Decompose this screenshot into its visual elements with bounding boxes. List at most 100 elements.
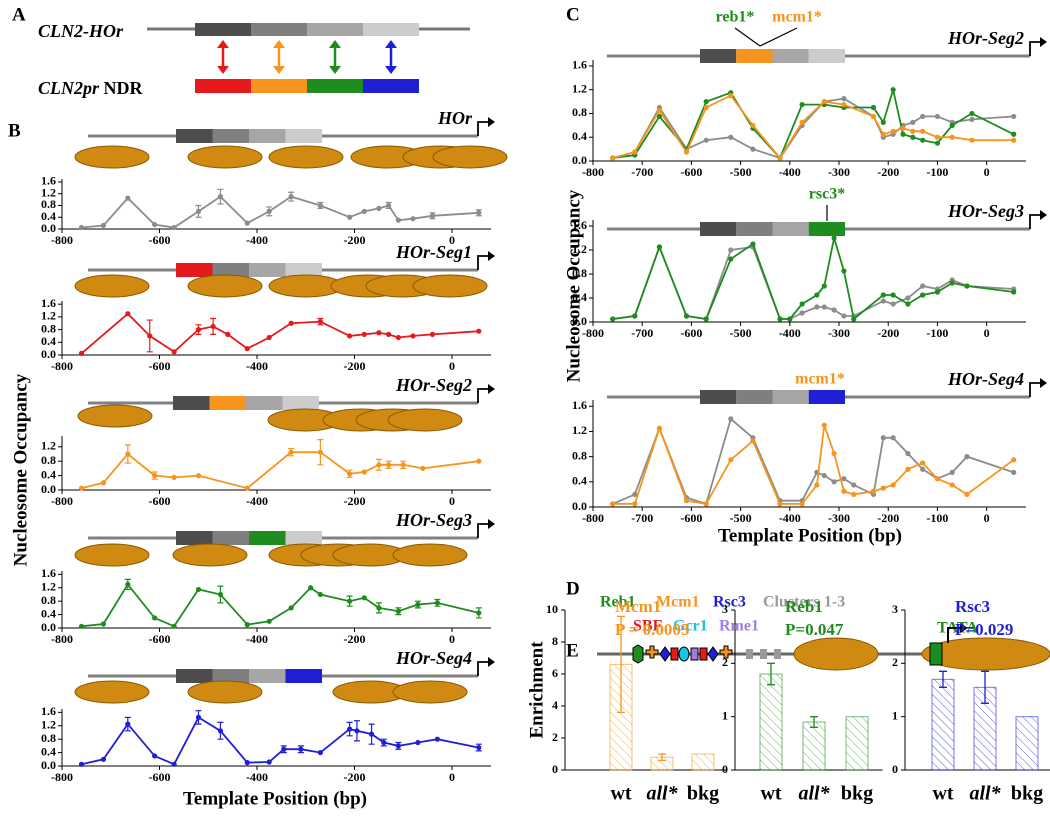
data-point [171, 474, 177, 480]
data-point [910, 134, 916, 140]
data-point [125, 451, 131, 457]
x-tick-label: -400 [246, 494, 268, 508]
data-point [656, 244, 663, 250]
segment-block [808, 390, 845, 404]
y-tick-label: 0.8 [41, 453, 56, 467]
data-point [147, 333, 153, 339]
construct-schematic [74, 251, 495, 298]
data-point [610, 155, 616, 161]
mutation-pointer [759, 27, 798, 47]
data-point [880, 435, 886, 441]
segment-block [772, 390, 809, 404]
y-tick-label: 2 [552, 730, 558, 744]
data-point [266, 618, 272, 624]
data-point [610, 501, 616, 507]
x-tick-label: -400 [246, 632, 268, 646]
data-point [1011, 469, 1017, 475]
data-point [890, 128, 896, 134]
data-point [195, 586, 202, 593]
y-tick-label: 0 [892, 762, 898, 776]
data-point [964, 283, 970, 289]
x-tick-label: -500 [730, 326, 752, 340]
y-axis-title: Enrichment [526, 641, 547, 739]
data-point [656, 107, 663, 114]
segment-block [285, 531, 322, 545]
data-point [298, 746, 304, 752]
data-point [831, 479, 837, 485]
construct-label: CLN2-HOr [38, 21, 124, 41]
data-point [814, 482, 820, 488]
x-tick-label: -600 [680, 326, 702, 340]
data-point [152, 221, 158, 228]
x-tick-label: -200 [877, 326, 899, 340]
data-point [410, 216, 416, 222]
x-tick-label: wt [932, 783, 953, 805]
data-point [347, 471, 353, 477]
tss-arrow [1029, 214, 1042, 229]
data-point [420, 465, 426, 471]
data-point [429, 331, 436, 337]
data-point [317, 202, 323, 209]
segment-block [736, 49, 773, 63]
data-point [376, 605, 382, 611]
y-tick-label: 1.2 [41, 718, 56, 732]
data-point [1011, 131, 1017, 137]
data-point [361, 208, 367, 214]
x-tick-label: 0 [984, 326, 990, 340]
tss-arrowhead [488, 519, 495, 529]
x-axis-title: Template Position (bp) [718, 525, 902, 546]
data-point [949, 122, 955, 128]
x-tick-label: -300 [828, 511, 850, 525]
data-point [100, 222, 107, 229]
x-tick-label: -800 [582, 511, 604, 525]
y-tick-label: 0.0 [41, 347, 56, 361]
data-point [920, 466, 926, 472]
data-point [900, 131, 906, 137]
data-point [969, 116, 975, 123]
factor-label: Clusters 1-3 [763, 594, 845, 611]
data-point [125, 721, 131, 727]
data-point [841, 313, 847, 319]
chart-title: Mcm1 [615, 597, 661, 616]
construct-schematic [607, 210, 1047, 236]
data-point [395, 334, 401, 341]
data-point [78, 761, 85, 767]
data-point [632, 313, 638, 319]
segment-block [285, 669, 322, 683]
x-tick-label: all* [969, 783, 1001, 805]
nucleosome [187, 274, 263, 298]
data-point [195, 208, 202, 214]
data-point [821, 304, 827, 310]
construct-schematic [74, 657, 495, 704]
data-point [368, 731, 375, 737]
data-point [195, 714, 202, 720]
data-point [434, 736, 440, 742]
data-point [476, 458, 482, 464]
construct-schematic [77, 384, 495, 432]
y-tick-label: 0 [722, 762, 728, 776]
y-tick-label: 1.6 [41, 704, 56, 718]
y-tick-label: 0.8 [41, 593, 56, 607]
data-point [125, 581, 131, 588]
data-point [386, 462, 392, 468]
tss-arrowhead [488, 384, 495, 394]
data-point [920, 128, 926, 134]
error-bar [810, 716, 818, 728]
segment-block [176, 129, 213, 143]
error-bar [617, 615, 625, 714]
data-point [476, 210, 482, 216]
panel-label: E [566, 640, 579, 661]
data-point [703, 104, 709, 111]
data-point [821, 472, 827, 479]
tss-arrowhead [488, 657, 495, 667]
y-tick-label: 1 [722, 708, 728, 722]
x-tick-label: 0 [449, 359, 455, 373]
data-point [171, 224, 177, 231]
data-point [415, 601, 421, 608]
tss-arrowhead [1040, 210, 1047, 220]
x-tick-label: wt [610, 783, 631, 805]
data-point [281, 746, 287, 752]
x-tick-label: -800 [51, 233, 73, 247]
data-point [787, 316, 793, 322]
data-point [969, 110, 975, 117]
